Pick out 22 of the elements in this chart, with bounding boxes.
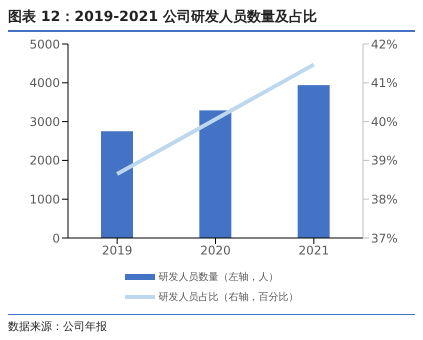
y-tick-label: 4000 [29,76,60,90]
y-tick-label: 2000 [29,154,60,168]
legend-label: 研发人员占比（右轴，百分比） [158,290,298,304]
x-tick-label: 2021 [298,244,330,258]
x-tick-label: 2019 [102,244,132,258]
x-tick-label: 2020 [200,244,231,258]
bar [199,110,232,238]
y2-tick-label: 42% [371,37,398,52]
bar [298,85,330,238]
y2-tick-label: 38% [371,192,398,206]
y-tick-label: 1000 [29,192,60,206]
y-tick-label: 3000 [29,114,60,129]
y2-tick-label: 41% [371,76,398,90]
y2-tick-label: 39% [371,154,398,168]
source-note: 数据来源：公司年报 [8,319,108,334]
bar [101,131,133,238]
y2-tick-label: 40% [371,114,398,129]
y2-tick-label: 37% [371,231,398,246]
chart-title: 图表 12：2019-2021 公司研发人员数量及占比 [8,0,415,32]
y-tick-label: 5000 [29,37,60,52]
legend-label: 研发人员数量（左轴，人） [158,270,278,284]
y-tick-label: 0 [52,231,60,246]
